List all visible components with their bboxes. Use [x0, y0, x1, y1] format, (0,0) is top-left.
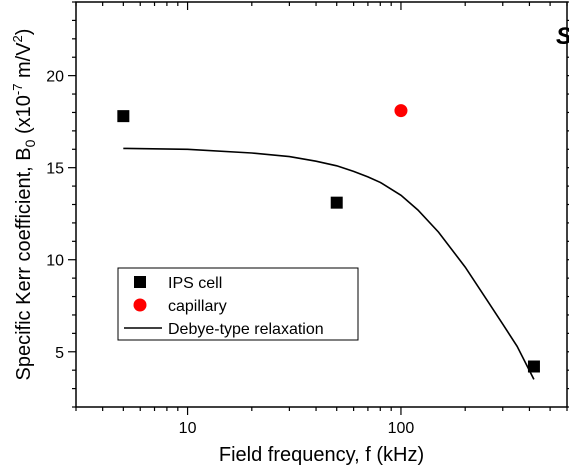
tick-labels: 10 100 5 10 15 20	[46, 69, 414, 437]
y-axis-label-unit-suffix: m/V	[13, 42, 35, 84]
y-tick-label: 5	[55, 345, 64, 362]
plot-frame	[75, 1, 568, 408]
legend-entry-label: capillary	[168, 298, 227, 315]
legend-entry-label: Debye-type relaxation	[168, 321, 324, 338]
x-tick-label: 100	[388, 420, 415, 437]
legend-square-swatch	[134, 276, 146, 288]
y-tick-label: 15	[46, 161, 64, 178]
y-tick-label: 10	[46, 253, 64, 270]
y-axis-label-main: Specific Kerr coefficient, B	[13, 147, 35, 380]
legend-circle-swatch	[133, 298, 147, 312]
axis-ticks	[68, 1, 569, 415]
plot-border	[75, 1, 568, 408]
y-axis-label: Specific Kerr coefficient, B0 (x10-7 m/V…	[10, 29, 38, 381]
legend-entry-label: IPS cell	[168, 275, 222, 292]
y-axis-label-subscript: 0	[22, 139, 38, 147]
y-axis-label-unit-prefix: (x10	[13, 95, 35, 139]
y-axis-label-close: )	[13, 29, 35, 36]
y-axis-label-exponent: -7	[10, 84, 25, 96]
legend-items: IPS cell capillary Debye-type relaxation	[124, 275, 324, 338]
y-axis-label-unit-exponent: 2	[10, 35, 25, 42]
debye-relaxation-curve	[123, 147, 535, 380]
y-tick-label: 20	[46, 69, 64, 86]
x-tick-label: 10	[179, 420, 197, 437]
points-layer	[117, 104, 540, 373]
legend: IPS cell capillary Debye-type relaxation	[117, 267, 359, 341]
corner-label: S	[556, 23, 569, 50]
ips-cell-point	[330, 196, 343, 209]
curve-layer	[123, 147, 535, 380]
capillary-point	[394, 104, 408, 118]
ips-cell-point	[117, 110, 130, 123]
x-axis-label: Field frequency, f (kHz)	[219, 444, 424, 466]
ips-cell-point	[527, 360, 540, 373]
